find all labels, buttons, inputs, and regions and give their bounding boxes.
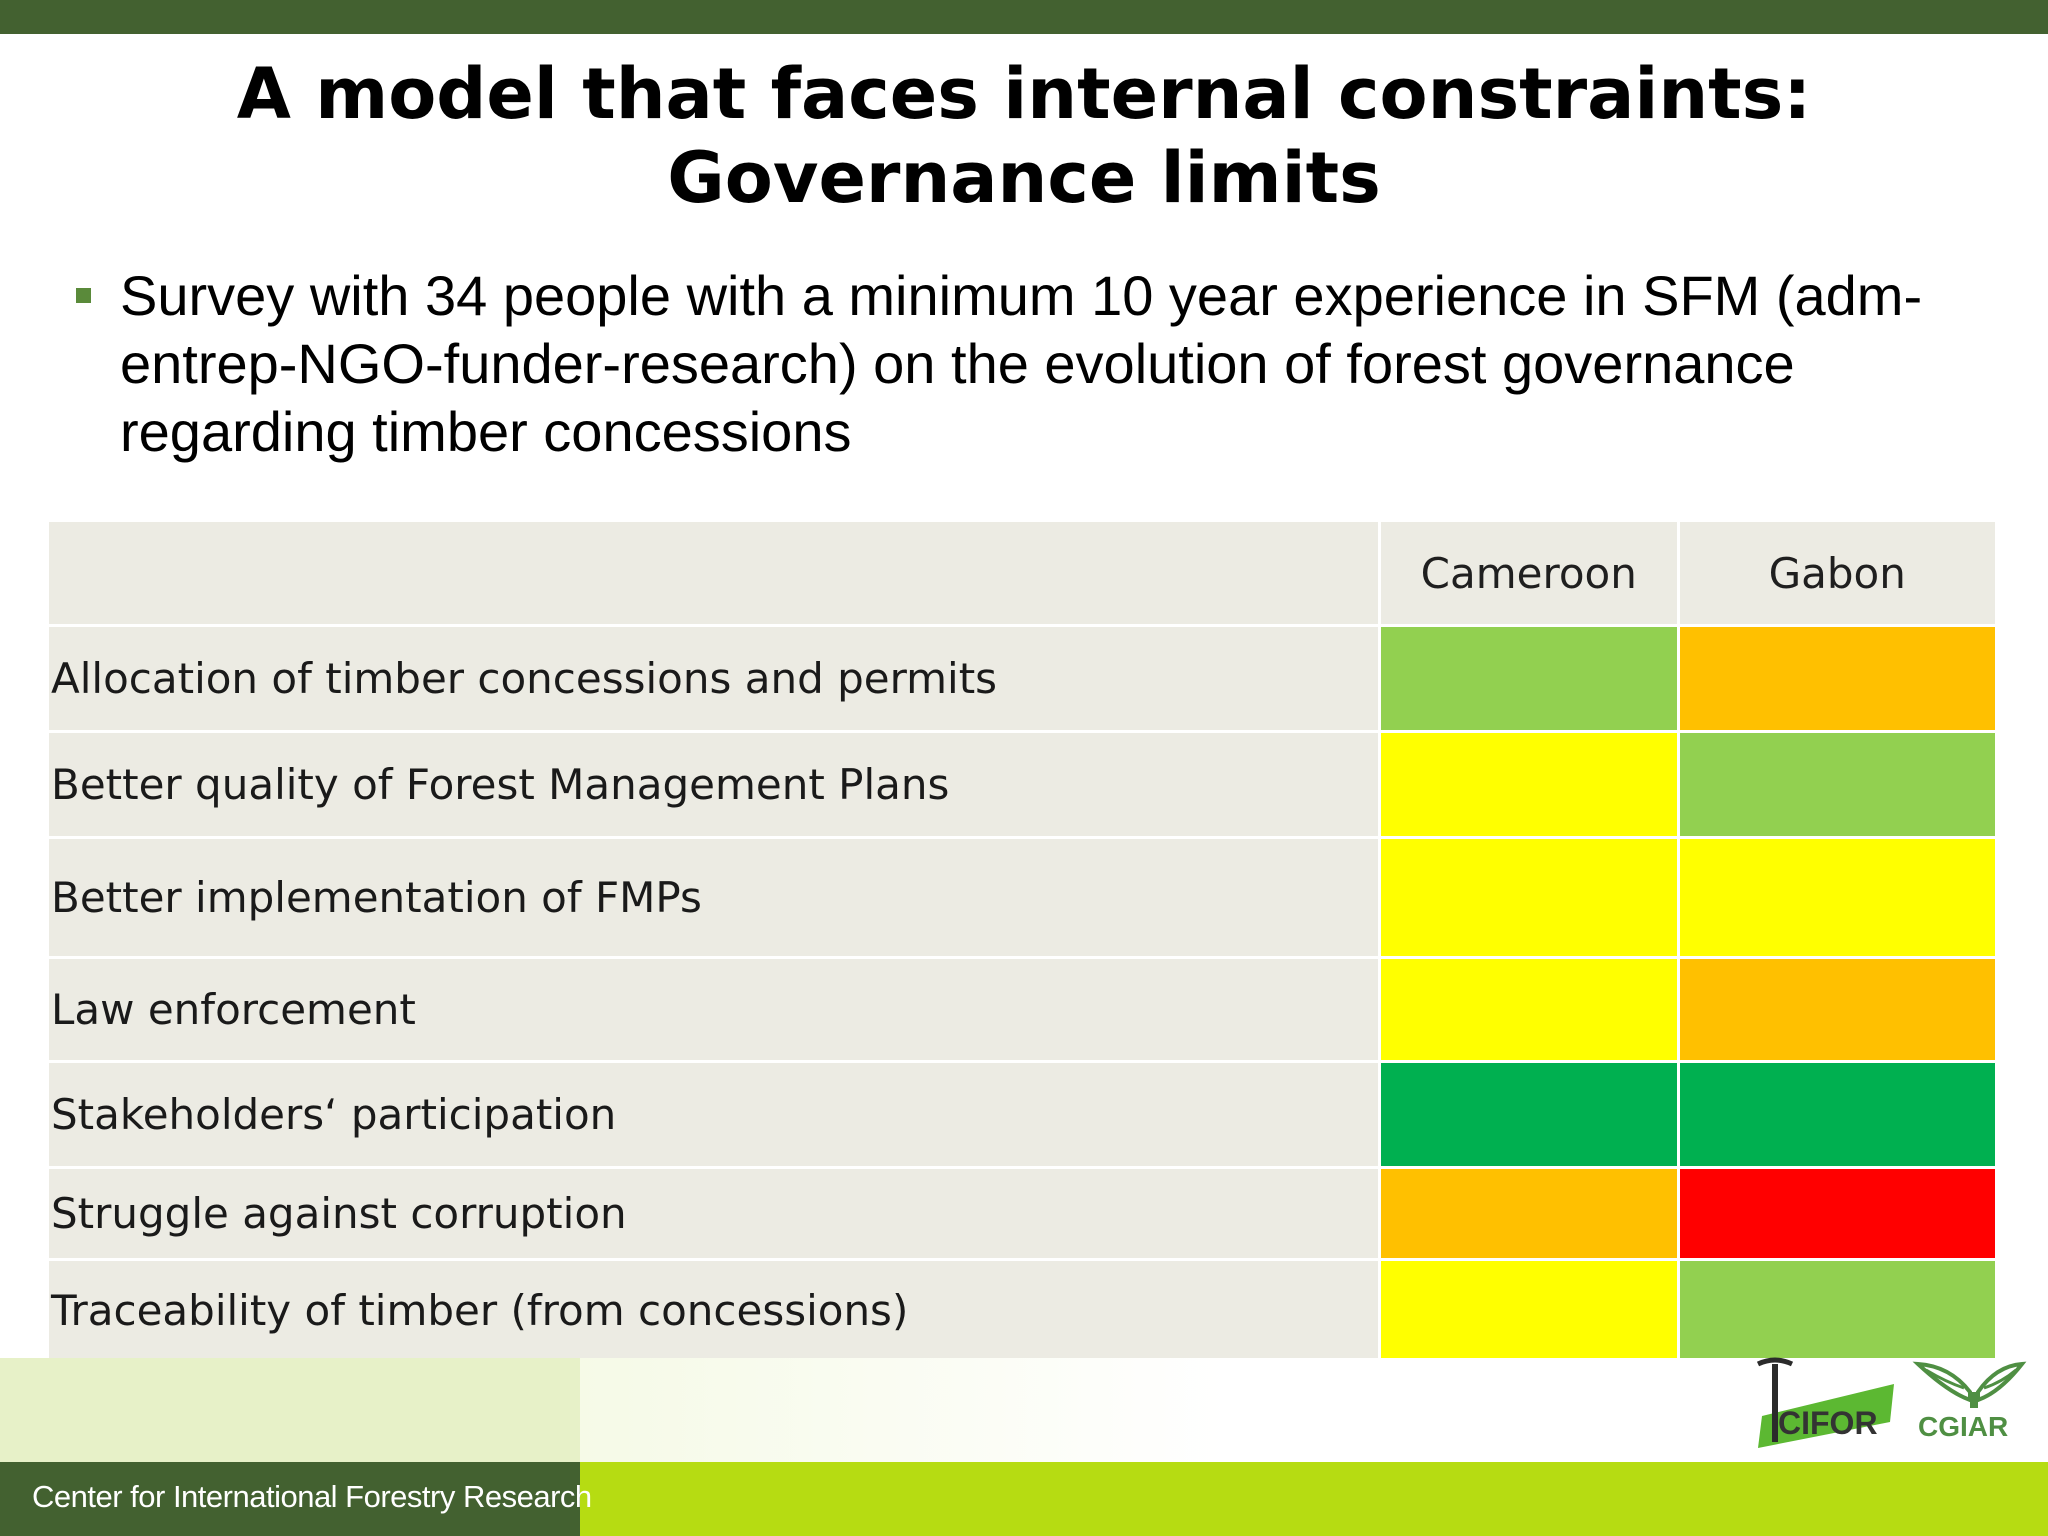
- row-label: Struggle against corruption: [45, 1166, 1382, 1261]
- cameroon-score-cell: [1378, 1258, 1680, 1362]
- header-empty: [45, 519, 1382, 627]
- title-line-1: A model that faces internal constraints:: [236, 53, 1812, 135]
- partner-logos: CIFOR CGIAR: [1756, 1357, 2027, 1448]
- table-header-row: Cameroon Gabon: [45, 519, 1998, 627]
- cameroon-score-cell: [1378, 1166, 1680, 1261]
- cifor-logo-text: CIFOR: [1778, 1405, 1878, 1441]
- gabon-score-cell: [1676, 1258, 1998, 1362]
- gabon-score-cell: [1676, 624, 1998, 733]
- cgiar-logo-text: CGIAR: [1918, 1411, 2008, 1442]
- gabon-score-cell: [1676, 1166, 1998, 1261]
- cameroon-score-cell: [1378, 624, 1680, 733]
- row-label: Better quality of Forest Management Plan…: [45, 730, 1382, 839]
- row-label: Stakeholders‘ participation: [45, 1060, 1382, 1169]
- gabon-score-cell: [1676, 730, 1998, 839]
- cameroon-score-cell: [1378, 1060, 1680, 1169]
- table-row: Stakeholders‘ participation: [45, 1060, 1998, 1169]
- cifor-logo: CIFOR: [1756, 1357, 1894, 1448]
- cameroon-score-cell: [1378, 956, 1680, 1063]
- row-label: Law enforcement: [45, 956, 1382, 1063]
- cgiar-logo: CGIAR: [1912, 1361, 2027, 1442]
- gabon-score-cell: [1676, 1060, 1998, 1169]
- table-row: Better implementation of FMPs: [45, 836, 1998, 959]
- gabon-score-cell: [1676, 956, 1998, 1063]
- row-label: Traceability of timber (from concessions…: [45, 1258, 1382, 1362]
- footer-dark-panel: [0, 1462, 580, 1536]
- slide-title: A model that faces internal constraints:…: [0, 52, 2048, 220]
- bullet-square-icon: [76, 288, 91, 303]
- cameroon-score-cell: [1378, 730, 1680, 839]
- cameroon-score-cell: [1378, 836, 1680, 959]
- row-label: Allocation of timber concessions and per…: [45, 624, 1382, 733]
- top-bar: [0, 0, 2048, 34]
- footer-left-strip: [0, 1358, 580, 1462]
- table-row: Allocation of timber concessions and per…: [45, 624, 1998, 733]
- header-gabon: Gabon: [1676, 519, 1998, 627]
- bullet-text: Survey with 34 people with a minimum 10 …: [120, 264, 1923, 463]
- table-row: Better quality of Forest Management Plan…: [45, 730, 1998, 839]
- table-row: Law enforcement: [45, 956, 1998, 1063]
- table-row: Struggle against corruption: [45, 1166, 1998, 1261]
- table-row: Traceability of timber (from concessions…: [45, 1258, 1998, 1362]
- footer-org-name: Center for International Forestry Resear…: [32, 1479, 592, 1514]
- title-line-2: Governance limits: [667, 137, 1381, 219]
- gabon-score-cell: [1676, 836, 1998, 959]
- header-cameroon: Cameroon: [1378, 519, 1680, 627]
- row-label: Better implementation of FMPs: [45, 836, 1382, 959]
- governance-table: Cameroon Gabon Allocation of timber conc…: [45, 519, 1998, 1362]
